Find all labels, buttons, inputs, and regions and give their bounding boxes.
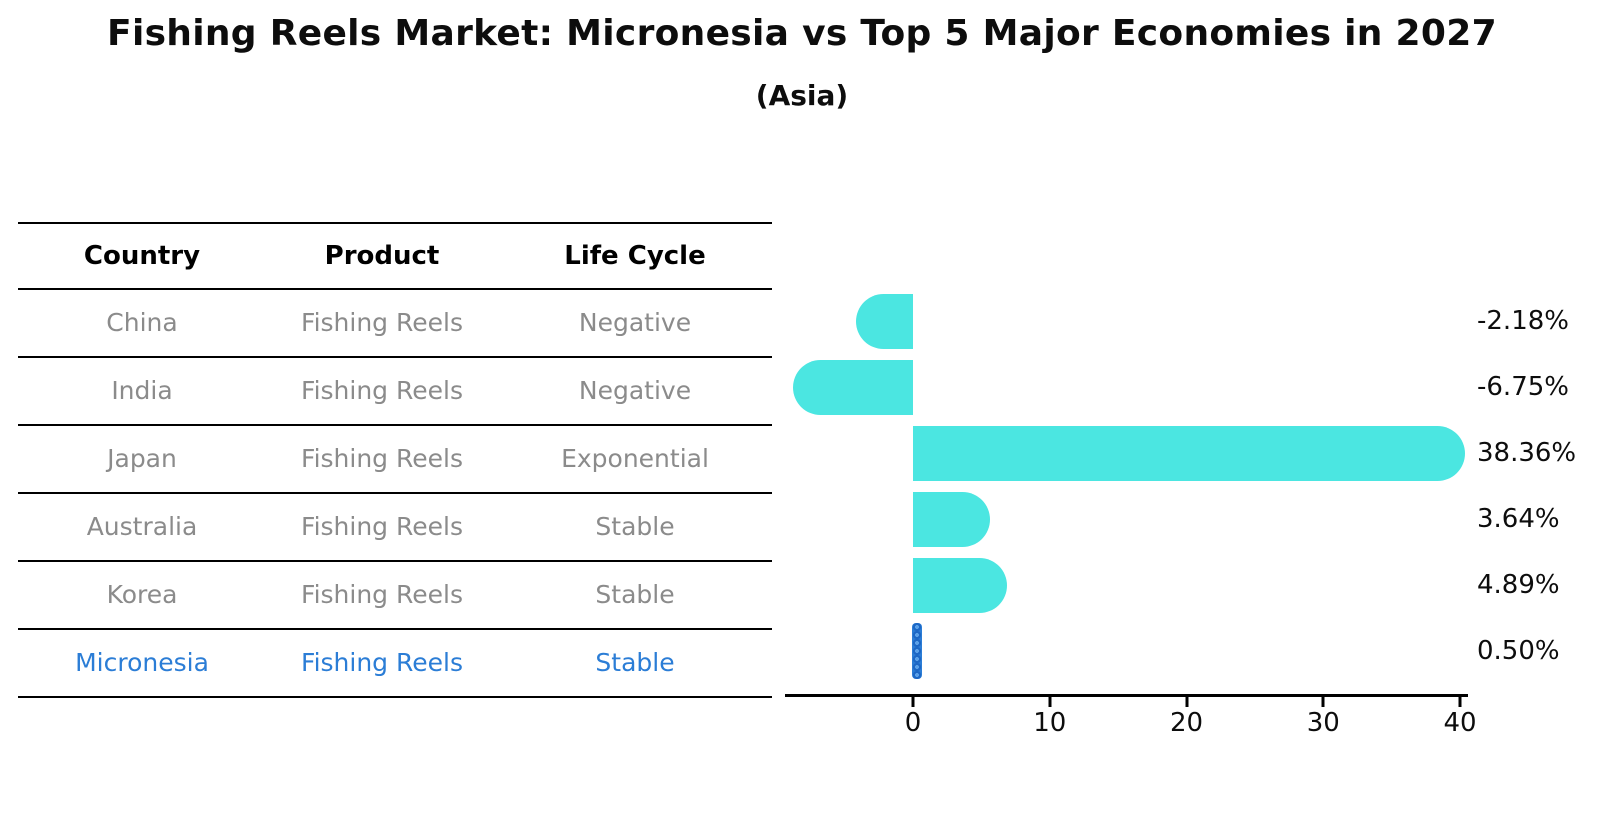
cell-country: Micronesia bbox=[75, 648, 209, 678]
cell-country: Korea bbox=[106, 580, 178, 610]
x-axis-tick-label: 30 bbox=[1306, 708, 1340, 738]
cell-life-cycle: Stable bbox=[595, 580, 675, 610]
table-row-japan: Japan Fishing Reels Exponential bbox=[18, 426, 772, 494]
bar-micronesia bbox=[912, 623, 922, 679]
cell-product: Fishing Reels bbox=[301, 376, 463, 406]
cell-life-cycle: Stable bbox=[595, 648, 675, 678]
cell-product: Fishing Reels bbox=[301, 580, 463, 610]
cell-life-cycle: Stable bbox=[595, 512, 675, 542]
x-axis-tick bbox=[1048, 697, 1052, 707]
column-header-product: Product bbox=[324, 240, 440, 271]
table-header-row: Country Product Life Cycle bbox=[18, 222, 772, 290]
x-axis-tick-label: 10 bbox=[1033, 708, 1067, 738]
value-label-korea: 4.89% bbox=[1477, 570, 1560, 600]
column-header-lifecycle: Life Cycle bbox=[564, 240, 706, 271]
value-label-japan: 38.36% bbox=[1477, 438, 1577, 468]
value-label-australia: 3.64% bbox=[1477, 504, 1560, 534]
bar-korea bbox=[913, 557, 1008, 613]
x-axis-line bbox=[785, 694, 1468, 697]
x-axis-tick bbox=[1458, 697, 1462, 707]
value-label-micronesia: 0.50% bbox=[1477, 636, 1560, 666]
table-row-korea: Korea Fishing Reels Stable bbox=[18, 562, 772, 630]
x-axis-tick-label: 20 bbox=[1169, 708, 1204, 738]
value-label-china: -2.18% bbox=[1477, 306, 1569, 336]
table-row-china: China Fishing Reels Negative bbox=[18, 290, 772, 358]
cell-country: Australia bbox=[86, 512, 198, 542]
table-row-australia: Australia Fishing Reels Stable bbox=[18, 494, 772, 562]
x-axis-tick-label: 0 bbox=[904, 708, 922, 738]
cell-product: Fishing Reels bbox=[301, 308, 463, 338]
comparison-table: Country Product Life Cycle China Fishing … bbox=[18, 222, 772, 698]
cell-life-cycle: Negative bbox=[578, 308, 692, 338]
x-axis-tick bbox=[1321, 697, 1325, 707]
chart-subtitle: (Asia) bbox=[755, 79, 849, 112]
table-row-micronesia: Micronesia Fishing Reels Stable bbox=[18, 630, 772, 698]
cell-product: Fishing Reels bbox=[301, 444, 463, 474]
cell-country: India bbox=[111, 376, 173, 406]
bar-china bbox=[855, 293, 913, 349]
x-axis-tick bbox=[911, 697, 915, 707]
x-axis-tick-label: 40 bbox=[1443, 708, 1477, 738]
table-row-india: India Fishing Reels Negative bbox=[18, 358, 772, 426]
cell-country: Japan bbox=[107, 444, 177, 474]
cell-country: China bbox=[106, 308, 178, 338]
table-body: China Fishing Reels Negative India Fishing R… bbox=[18, 290, 772, 698]
x-axis-tick bbox=[1185, 697, 1188, 707]
value-label-india: -6.75% bbox=[1477, 372, 1569, 402]
column-header-country: Country bbox=[83, 240, 201, 271]
cell-life-cycle: Exponential bbox=[561, 444, 709, 474]
chart-title: Fishing Reels Market: Micronesia vs Top … bbox=[107, 13, 1497, 54]
cell-product: Fishing Reels bbox=[301, 512, 463, 542]
bar-japan bbox=[913, 425, 1466, 481]
cell-life-cycle: Negative bbox=[578, 376, 692, 406]
cell-product: Fishing Reels bbox=[301, 648, 463, 678]
bar-india bbox=[793, 359, 913, 415]
bar-australia bbox=[913, 491, 991, 547]
